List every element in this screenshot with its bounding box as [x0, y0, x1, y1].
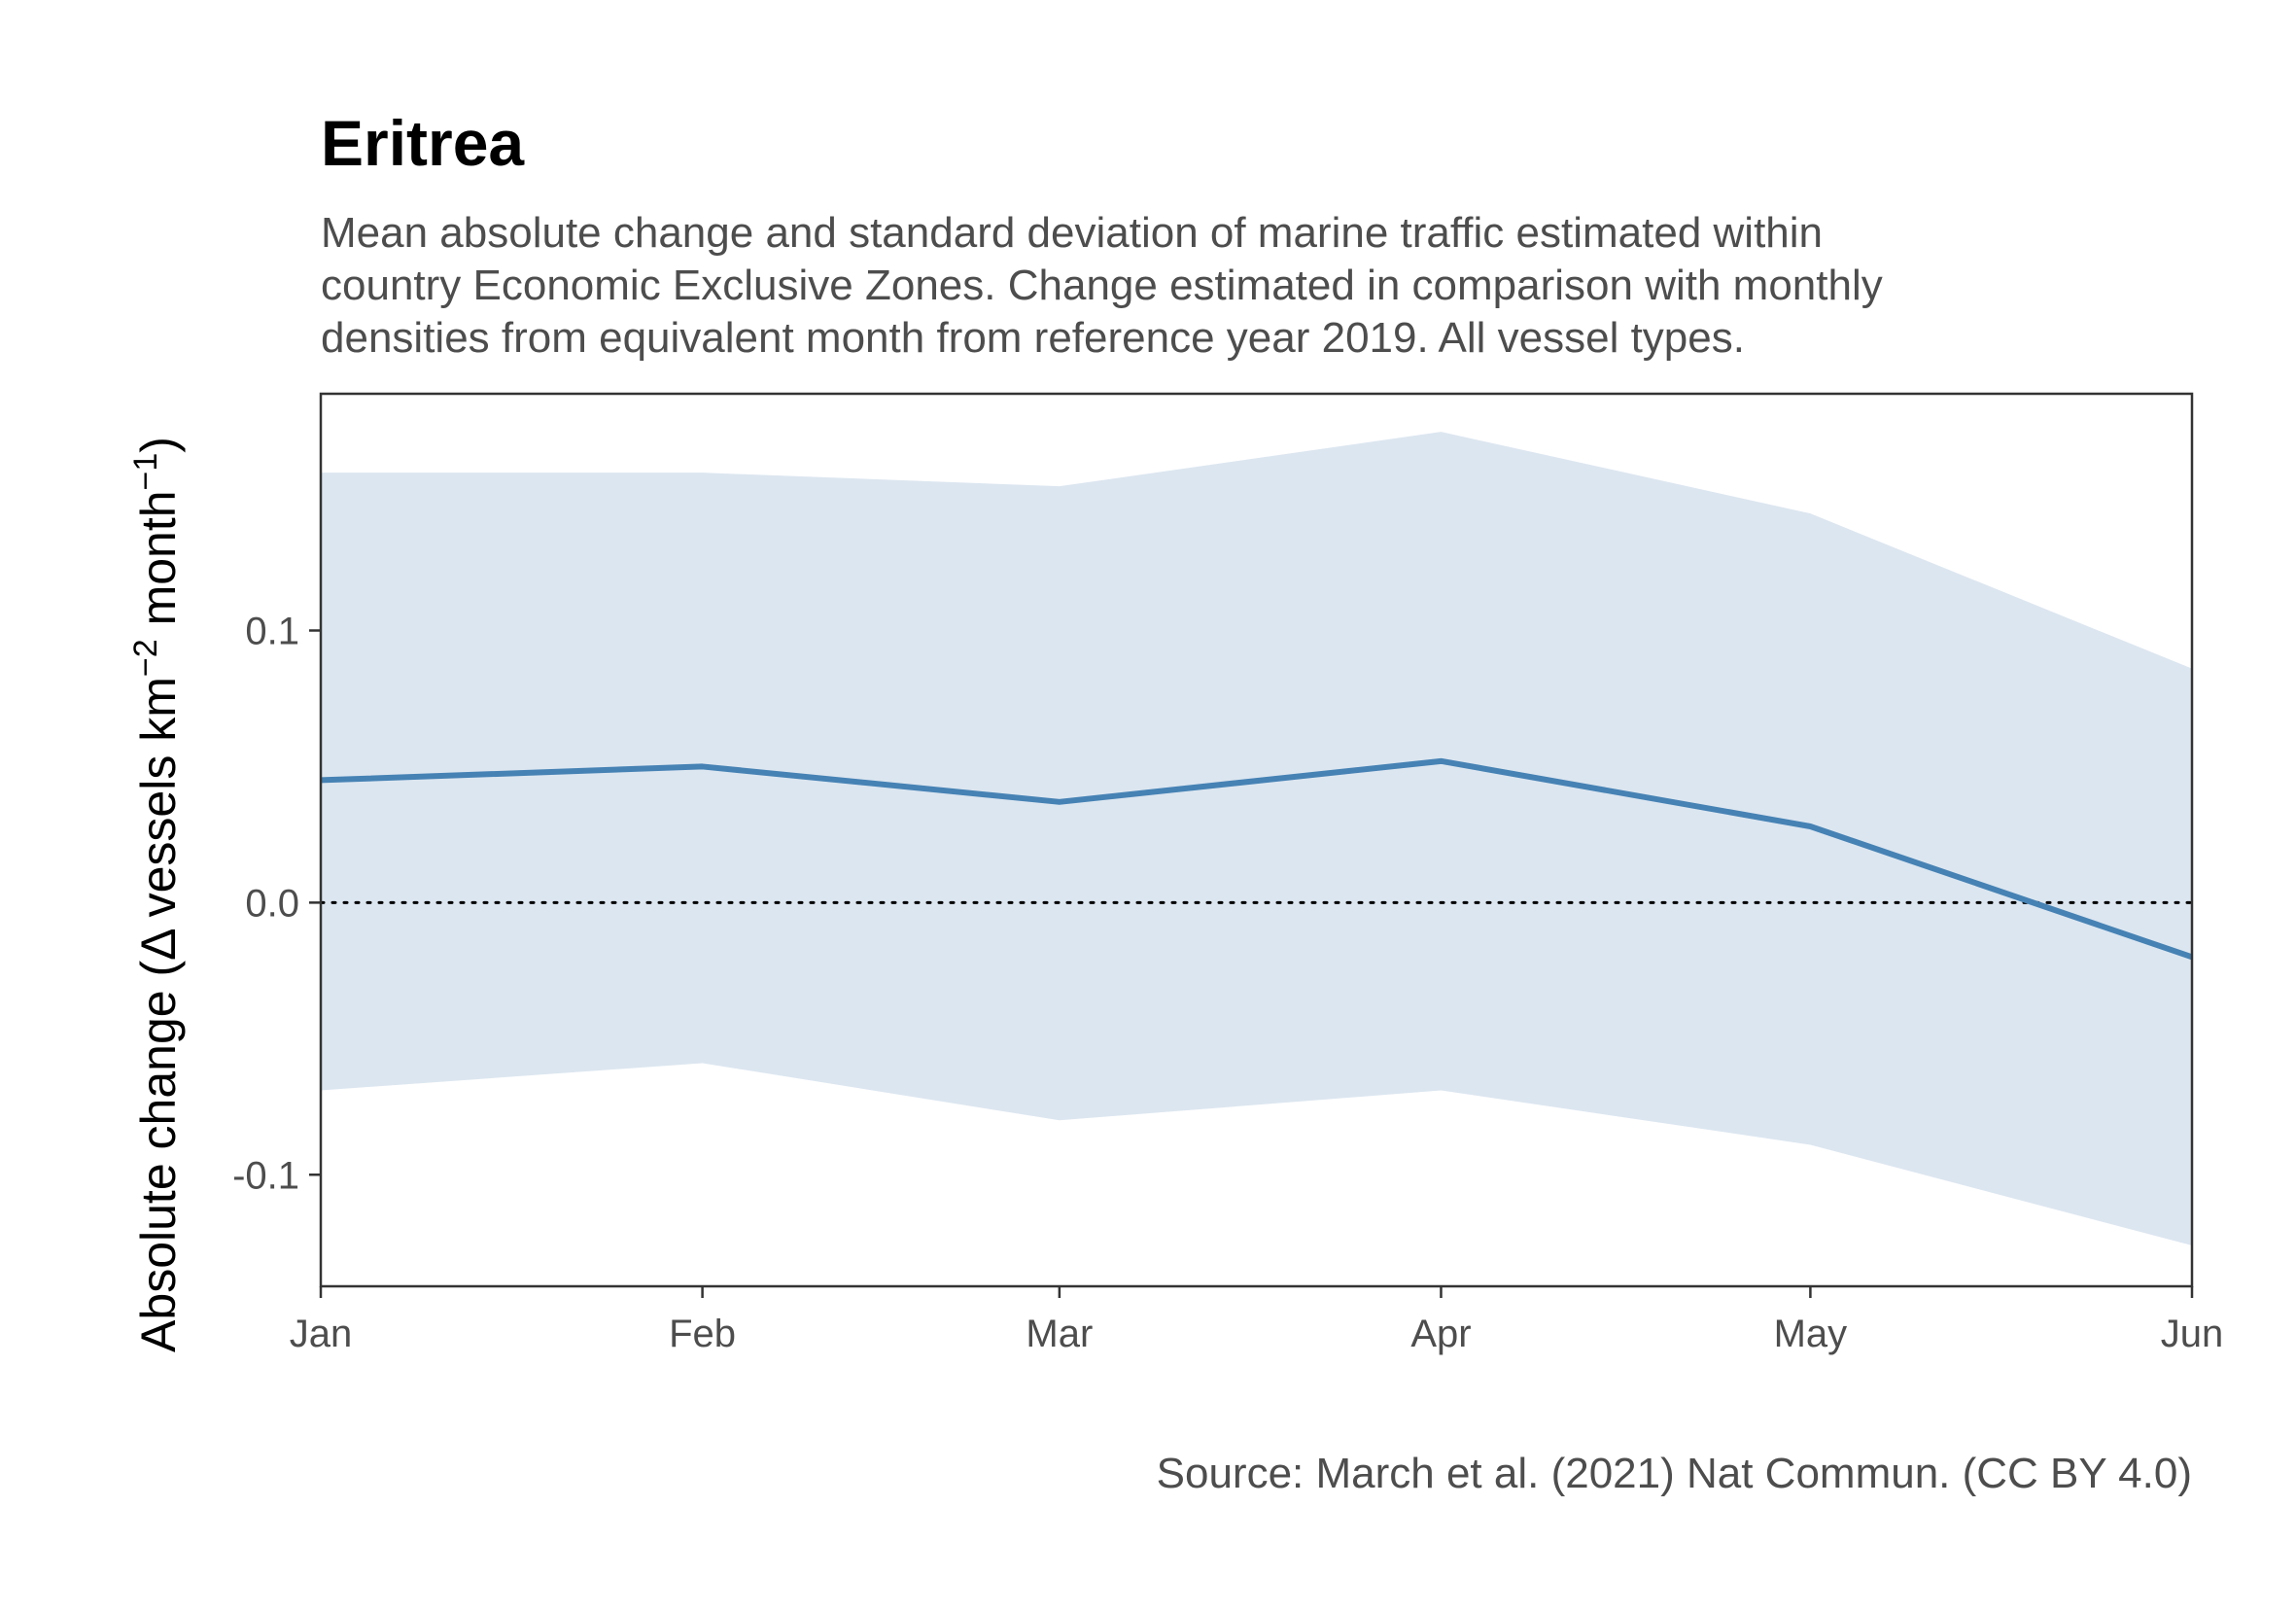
y-axis-title-middle: month	[131, 490, 186, 639]
sd-ribbon	[321, 432, 2192, 1246]
chart-caption: Source: March et al. (2021) Nat Commun. …	[1157, 1450, 2192, 1497]
y-tick-label: 0.0	[245, 882, 299, 925]
x-tick-label: Jun	[2161, 1313, 2224, 1355]
y-axis-title: Absolute change (Δ vessels km−2 month−1)	[127, 437, 186, 1352]
x-tick-label: Feb	[669, 1313, 736, 1355]
y-tick-label: 0.1	[245, 610, 299, 652]
chart-title: Eritrea	[321, 107, 525, 179]
mean-line	[320, 757, 2193, 961]
plot-area: -0.1 0.0 0.1 Jan Feb Mar Apr May Jun	[232, 392, 2224, 1355]
chart-subtitle-line-2: country Economic Exclusive Zones. Change…	[321, 262, 1883, 309]
y-axis-title-sup2: −1	[127, 453, 164, 491]
panel-border	[319, 392, 2194, 1288]
y-axis-title-suffix: )	[131, 437, 186, 453]
y-axis-title-sup1: −2	[127, 639, 164, 677]
x-tick-label: Mar	[1026, 1313, 1093, 1355]
y-tick-label: -0.1	[232, 1154, 299, 1197]
x-tick-label: Jan	[290, 1313, 353, 1355]
y-axis-title-prefix: Absolute change (Δ vessels km	[131, 677, 186, 1352]
chart-subtitle-line-1: Mean absolute change and standard deviat…	[321, 209, 1823, 257]
x-tick-label: Apr	[1410, 1313, 1471, 1355]
x-tick-label: May	[1774, 1313, 1848, 1355]
chart-subtitle-line-3: densities from equivalent month from ref…	[321, 314, 1745, 362]
